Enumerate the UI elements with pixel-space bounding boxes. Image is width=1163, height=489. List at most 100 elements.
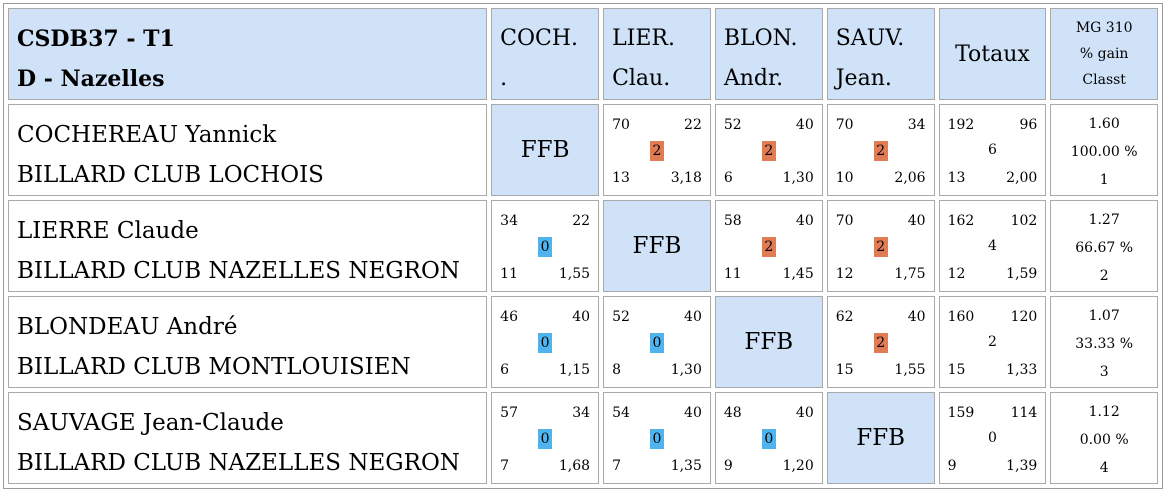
loss-points-badge: 0 xyxy=(649,429,664,449)
best-series: 7 xyxy=(500,458,510,474)
column-header-line1: BLON. xyxy=(723,26,798,51)
total-average: 2,00 xyxy=(1006,170,1038,186)
totals-cell: 159 114 9 1,39 0 xyxy=(938,392,1047,484)
column-header-line2: Clau. xyxy=(612,66,671,91)
points-scored: 54 xyxy=(612,405,630,421)
best-series: 10 xyxy=(835,170,854,186)
total-best-series: 9 xyxy=(947,458,957,474)
total-match-points: 6 xyxy=(988,142,997,158)
mg-header: MG 310 % gain Classt xyxy=(1050,8,1158,100)
best-series: 6 xyxy=(723,170,733,186)
total-innings: 120 xyxy=(1010,309,1038,325)
total-best-series: 13 xyxy=(947,170,966,186)
win-percentage: 33.33 % xyxy=(1075,336,1134,352)
match-score-cell: 46 40 6 1,15 0 xyxy=(491,296,600,388)
best-series: 12 xyxy=(835,266,854,282)
player-cell: LIERRE Claude BILLARD CLUB NAZELLES NEGRO… xyxy=(8,200,488,292)
innings: 40 xyxy=(795,405,814,421)
innings: 40 xyxy=(684,309,702,325)
total-average: 1,33 xyxy=(1006,362,1038,378)
column-header-blon: BLON. Andr. xyxy=(714,8,823,100)
innings: 34 xyxy=(572,405,591,421)
points-scored: 62 xyxy=(835,309,854,325)
innings: 34 xyxy=(907,117,926,133)
win-points-badge: 2 xyxy=(761,141,776,161)
player-name: LIERRE Claude xyxy=(17,218,199,244)
self-match-cell: FFB xyxy=(603,200,711,292)
win-points-badge: 2 xyxy=(873,141,888,161)
loss-points-badge: 0 xyxy=(649,333,664,353)
column-header-line1: COCH. xyxy=(500,26,579,51)
mg-header-line3: Classt xyxy=(1082,72,1126,88)
title-line-1: CSDB37 - T1 xyxy=(17,26,175,52)
loss-points-badge: 0 xyxy=(538,333,553,353)
points-scored: 57 xyxy=(500,405,518,421)
match-score-cell: 48 40 9 1,20 0 xyxy=(714,392,823,484)
match-score-cell: 34 22 11 1,55 0 xyxy=(491,200,600,292)
general-average: 1.07 xyxy=(1088,308,1120,324)
ranking: 2 xyxy=(1099,268,1109,284)
mg-cell: 1.07 33.33 % 3 xyxy=(1050,296,1158,388)
average: 3,18 xyxy=(670,170,702,186)
average: 1,75 xyxy=(894,266,926,282)
points-scored: 48 xyxy=(723,405,742,421)
match-score-cell: 57 34 7 1,68 0 xyxy=(491,392,600,484)
ranking: 4 xyxy=(1099,460,1109,476)
general-average: 1.60 xyxy=(1088,116,1120,132)
best-series: 11 xyxy=(723,266,742,282)
mg-cell: 1.27 66.67 % 2 xyxy=(1050,200,1158,292)
competition-title: CSDB37 - T1 D - Nazelles xyxy=(8,8,488,100)
ranking: 1 xyxy=(1099,172,1109,188)
player-name: SAUVAGE Jean-Claude xyxy=(17,410,284,436)
total-innings: 114 xyxy=(1010,405,1038,421)
mg-header-line2: % gain xyxy=(1079,46,1129,62)
loss-points-badge: 0 xyxy=(538,237,553,257)
player-row: LIERRE Claude BILLARD CLUB NAZELLES NEGRO… xyxy=(8,200,1158,292)
total-best-series: 12 xyxy=(947,266,966,282)
total-points: 162 xyxy=(947,213,975,229)
title-line-2: D - Nazelles xyxy=(17,66,165,92)
totals-cell: 162 102 12 1,59 4 xyxy=(938,200,1047,292)
column-header-line2: . xyxy=(500,66,508,91)
total-average: 1,59 xyxy=(1006,266,1038,282)
match-score-cell: 58 40 11 1,45 2 xyxy=(714,200,823,292)
match-score-cell: 52 40 8 1,30 0 xyxy=(603,296,711,388)
points-scored: 70 xyxy=(835,117,854,133)
player-cell: SAUVAGE Jean-Claude BILLARD CLUB NAZELLES… xyxy=(8,392,488,484)
total-points: 160 xyxy=(947,309,975,325)
general-average: 1.12 xyxy=(1088,404,1120,420)
loss-points-badge: 0 xyxy=(538,429,553,449)
average: 1,45 xyxy=(782,266,814,282)
self-match-cell: FFB xyxy=(491,104,600,196)
average: 1,68 xyxy=(558,458,591,474)
innings: 22 xyxy=(572,213,591,229)
average: 1,55 xyxy=(558,266,591,282)
self-match-cell: FFB xyxy=(826,392,935,484)
points-scored: 52 xyxy=(723,117,742,133)
best-series: 15 xyxy=(835,362,854,378)
best-series: 8 xyxy=(612,362,621,378)
average: 1,15 xyxy=(558,362,591,378)
match-score-cell: 70 40 12 1,75 2 xyxy=(826,200,935,292)
best-series: 6 xyxy=(500,362,510,378)
mg-header-line1: MG 310 xyxy=(1075,20,1133,36)
average: 1,30 xyxy=(782,170,814,186)
column-header-sauv: SAUV. Jean. xyxy=(826,8,935,100)
average: 2,06 xyxy=(894,170,926,186)
average: 1,55 xyxy=(894,362,926,378)
average: 1,30 xyxy=(670,362,702,378)
column-header-lier: LIER. Clau. xyxy=(603,8,711,100)
total-best-series: 15 xyxy=(947,362,966,378)
points-scored: 70 xyxy=(612,117,630,133)
player-name: BLONDEAU André xyxy=(17,314,238,340)
match-score-cell: 62 40 15 1,55 2 xyxy=(826,296,935,388)
player-row: COCHEREAU Yannick BILLARD CLUB LOCHOIS FFB… xyxy=(8,104,1158,196)
self-match-cell: FFB xyxy=(714,296,823,388)
best-series: 13 xyxy=(612,170,630,186)
ranking: 3 xyxy=(1099,364,1109,380)
player-cell: BLONDEAU André BILLARD CLUB MONTLOUISIEN xyxy=(8,296,488,388)
player-cell: COCHEREAU Yannick BILLARD CLUB LOCHOIS xyxy=(8,104,488,196)
header-row: CSDB37 - T1 D - Nazelles COCH. . LIER. C… xyxy=(8,8,1158,100)
player-club: BILLARD CLUB NAZELLES NEGRON xyxy=(17,450,460,476)
points-scored: 70 xyxy=(835,213,854,229)
